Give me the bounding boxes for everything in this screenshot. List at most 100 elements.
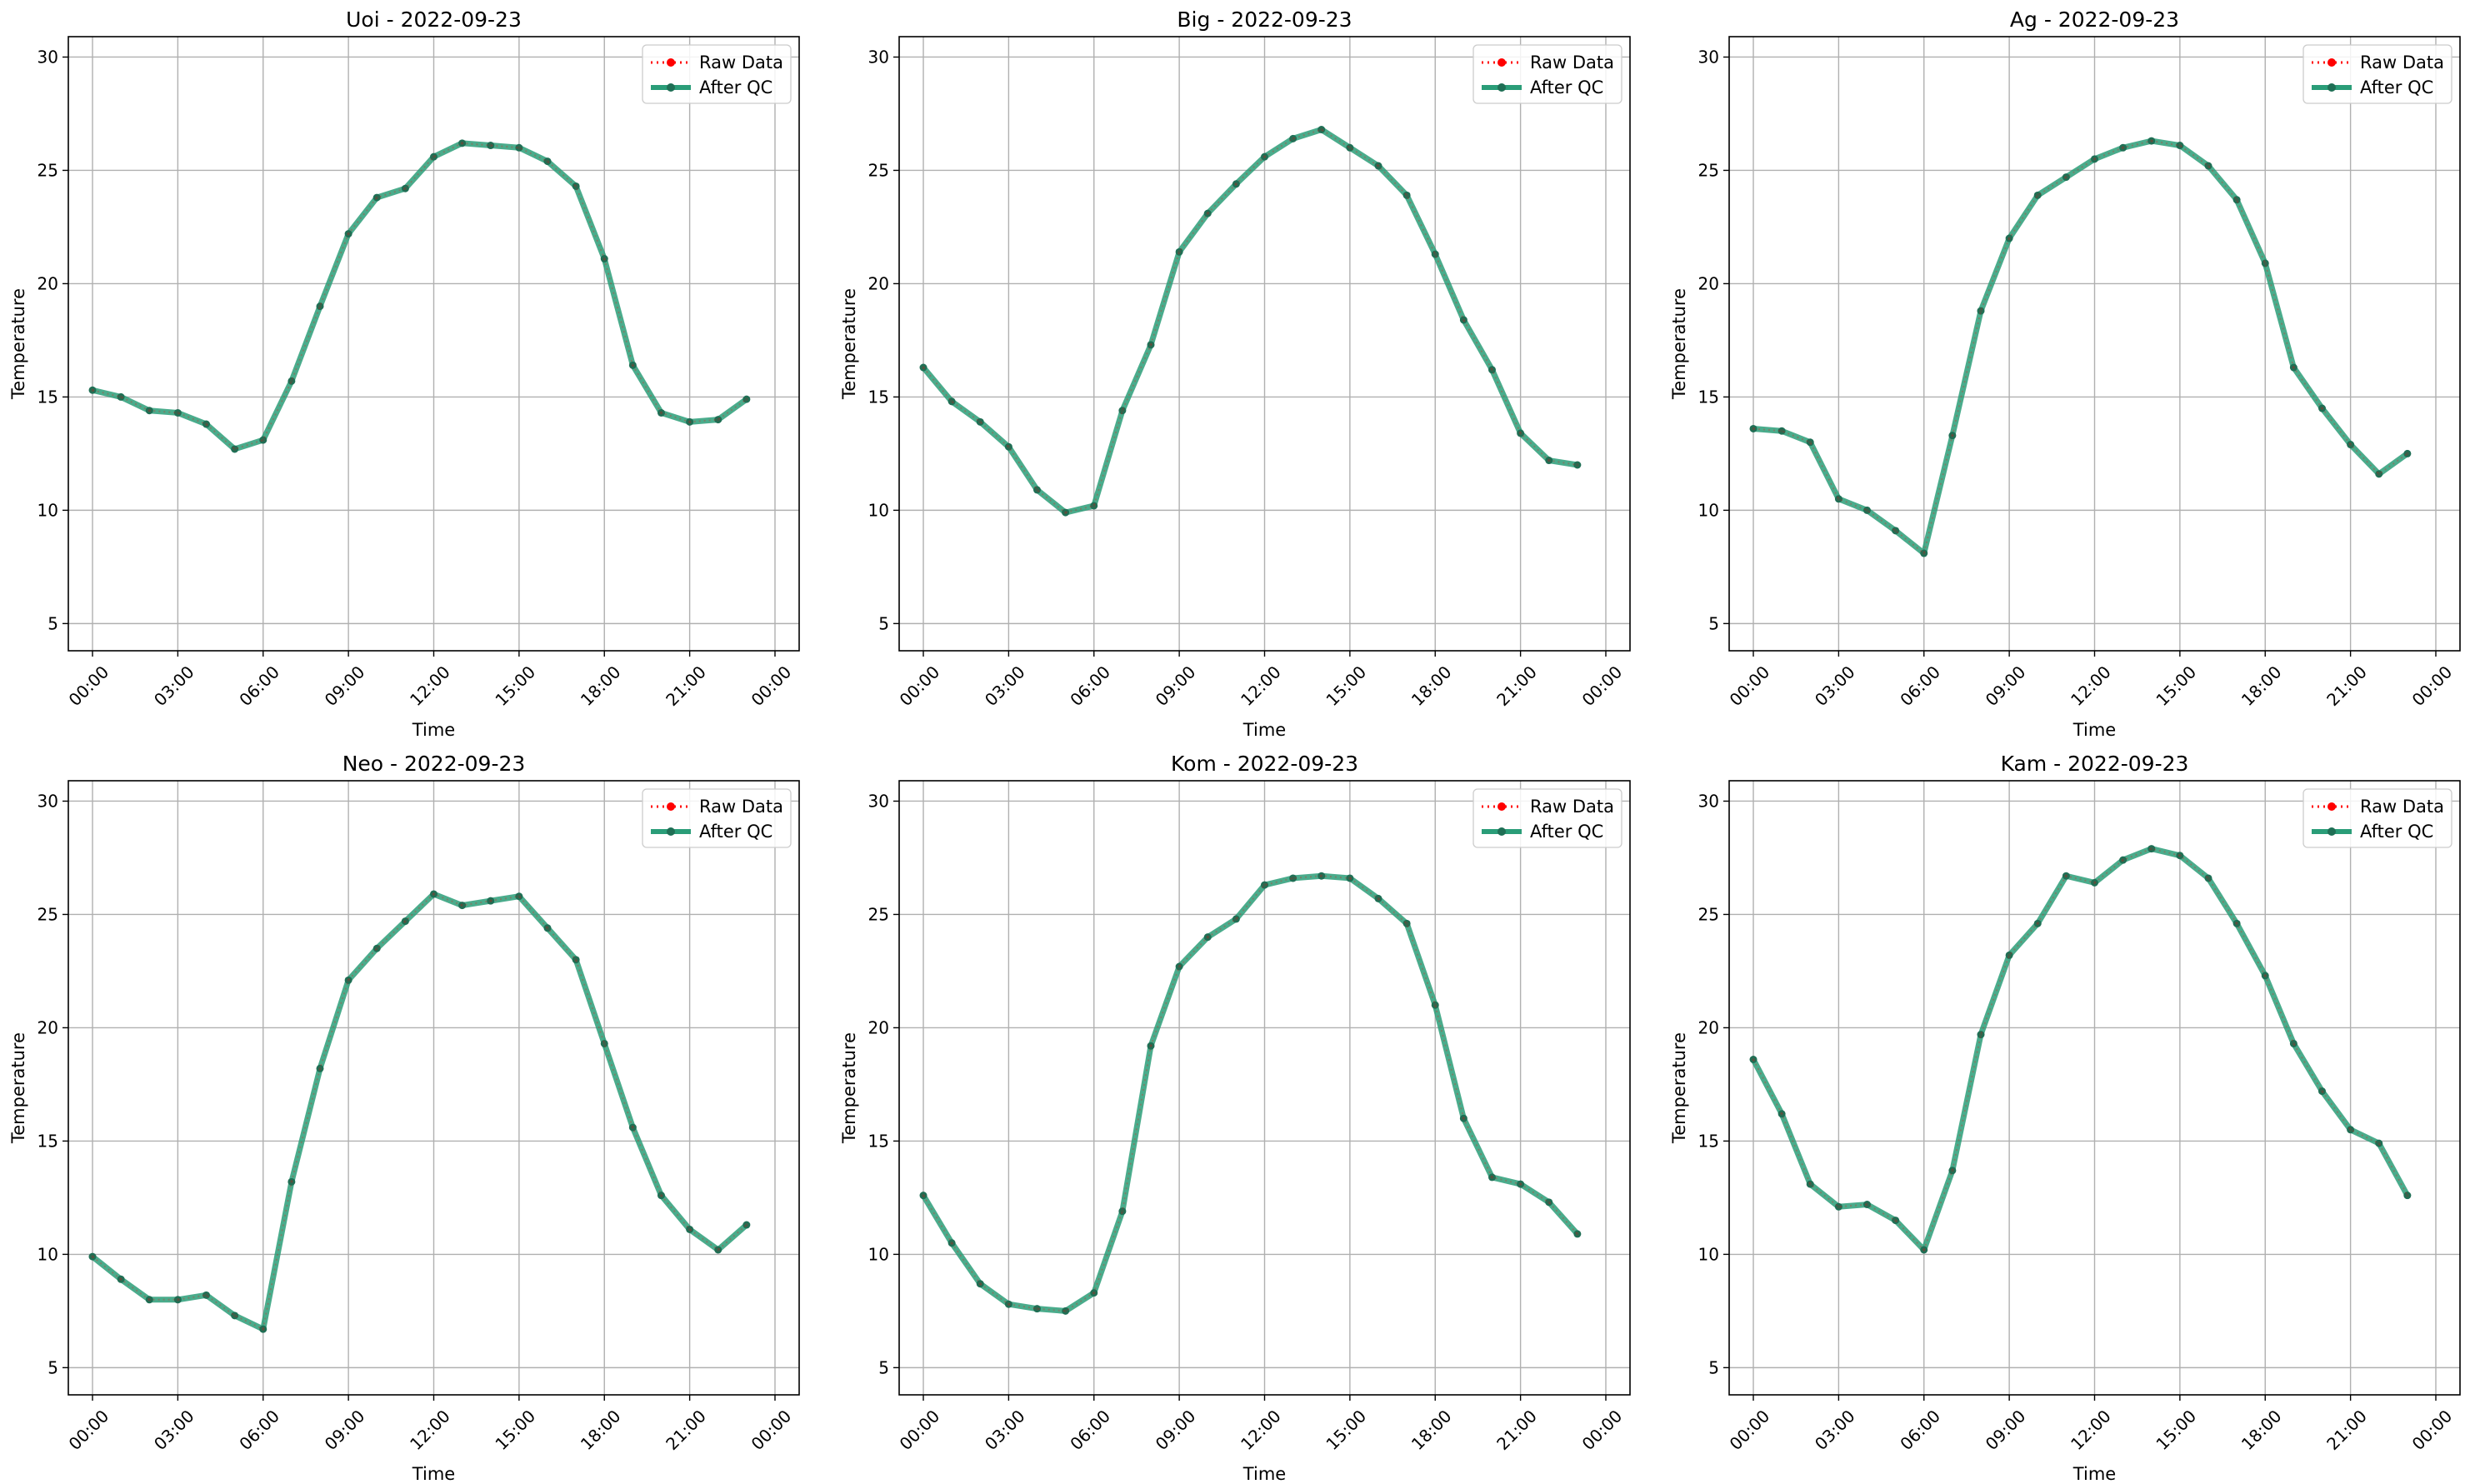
y-tick-label: 10 (38, 1244, 58, 1264)
data-point-raw (1291, 137, 1295, 141)
chart-title: Ag - 2022-09-23 (2010, 7, 2179, 32)
data-point-after-qc (231, 1312, 239, 1320)
legend: Raw Data After QC (642, 44, 792, 104)
y-axis-label: Temperature (1669, 1032, 1689, 1144)
data-point-raw (1978, 1032, 1983, 1037)
data-point-after-qc (1289, 874, 1298, 882)
data-point-after-qc (1346, 143, 1354, 152)
data-point-raw (432, 892, 436, 897)
data-point-after-qc (1920, 549, 1928, 557)
data-point-raw (978, 1282, 982, 1286)
chart-panel: Ag - 2022-09-23 5 10 15 20 25 30 00:00 03:00 06:0… (1669, 7, 2461, 740)
data-point-after-qc (2119, 143, 2128, 152)
x-tick-label: 21:00 (2322, 662, 2371, 710)
data-point-raw (2263, 973, 2268, 978)
legend-label-raw: Raw Data (2360, 52, 2444, 72)
legend-marker-after-qc (667, 83, 675, 92)
data-point-after-qc (1488, 366, 1496, 374)
data-point-raw (1462, 1117, 1466, 1121)
series-line-raw (922, 128, 1578, 514)
data-point-after-qc (1834, 1202, 1842, 1211)
data-point-raw (1837, 497, 1841, 501)
data-point-after-qc (1062, 508, 1070, 517)
data-point-raw (744, 1222, 749, 1227)
x-tick-label: 21:00 (2322, 1406, 2371, 1454)
y-tick-label: 15 (868, 387, 889, 407)
y-tick-label: 30 (38, 47, 58, 67)
y-tick-label: 10 (1698, 1244, 1719, 1264)
data-point-raw (204, 422, 208, 427)
data-point-after-qc (572, 182, 580, 190)
data-point-raw (2036, 922, 2040, 926)
data-point-raw (1433, 1003, 1438, 1007)
y-tick-label: 20 (38, 1017, 58, 1037)
data-point-raw (403, 187, 408, 191)
data-point-after-qc (948, 397, 956, 406)
x-tick-label: 18:00 (2238, 662, 2286, 710)
series-line-raw (922, 875, 1578, 1312)
y-tick-label: 10 (868, 1244, 889, 1264)
data-point-after-qc (1863, 506, 1872, 514)
series-line-raw (1752, 140, 2408, 555)
data-point-raw (2405, 1193, 2410, 1197)
y-tick-label: 5 (878, 1357, 889, 1377)
data-point-raw (1922, 551, 1926, 556)
series-line-raw (92, 142, 748, 451)
data-point-after-qc (1806, 438, 1814, 447)
x-tick-label: 15:00 (491, 662, 539, 710)
data-point-raw (1262, 154, 1267, 159)
chart-title: Neo - 2022-09-23 (342, 752, 526, 776)
data-point-after-qc (231, 445, 239, 453)
data-point-raw (1462, 317, 1466, 322)
x-tick-label: 12:00 (2067, 1406, 2115, 1454)
data-point-after-qc (88, 386, 97, 394)
data-point-raw (2007, 236, 2012, 241)
data-point-after-qc (1977, 307, 1985, 315)
data-point-raw (488, 898, 492, 903)
data-point-raw (2348, 442, 2352, 447)
data-point-raw (1575, 1232, 1580, 1237)
data-point-after-qc (948, 1239, 956, 1247)
chart-title: Kam - 2022-09-23 (2001, 752, 2189, 776)
legend-label-after-qc: After QC (2360, 77, 2433, 97)
data-point-after-qc (173, 1296, 182, 1304)
data-point-raw (2234, 922, 2239, 926)
data-point-after-qc (117, 1275, 125, 1283)
legend: Raw Data After QC (1472, 44, 1622, 104)
data-point-after-qc (686, 1225, 694, 1233)
legend-marker-raw (1498, 802, 1506, 811)
data-point-raw (2149, 138, 2153, 143)
data-point-after-qc (2347, 441, 2355, 449)
data-point-after-qc (1749, 424, 1758, 432)
data-point-raw (2234, 197, 2239, 202)
data-point-raw (573, 184, 578, 188)
x-tick-label: 21:00 (662, 1406, 710, 1454)
data-point-raw (1035, 1307, 1039, 1311)
data-point-after-qc (2005, 234, 2013, 242)
data-point-after-qc (2062, 872, 2070, 880)
data-point-raw (2178, 143, 2182, 147)
data-point-raw (1291, 876, 1295, 881)
data-point-after-qc (976, 417, 984, 426)
data-point-raw (602, 257, 607, 261)
data-point-raw (1922, 1247, 1926, 1252)
data-point-raw (318, 304, 322, 308)
data-point-raw (2320, 406, 2324, 411)
data-point-raw (716, 1247, 720, 1252)
data-point-raw (176, 1297, 180, 1302)
data-point-after-qc (259, 1325, 268, 1333)
data-point-raw (1547, 1200, 1551, 1205)
data-point-after-qc (1147, 341, 1155, 349)
data-point-after-qc (1778, 1110, 1786, 1118)
x-tick-label: 06:00 (1066, 1406, 1114, 1454)
data-point-after-qc (2261, 972, 2269, 980)
series-line-after-qc (1750, 137, 2411, 557)
y-tick-label: 15 (1698, 1131, 1719, 1151)
data-point-after-qc (1749, 1056, 1758, 1064)
x-tick-label: 15:00 (2152, 662, 2200, 710)
x-tick-label: 18:00 (2238, 1406, 2286, 1454)
y-tick-label: 30 (1698, 791, 1719, 811)
y-tick-label: 20 (868, 273, 889, 293)
y-tick-label: 25 (868, 160, 889, 180)
data-point-after-qc (515, 143, 523, 152)
